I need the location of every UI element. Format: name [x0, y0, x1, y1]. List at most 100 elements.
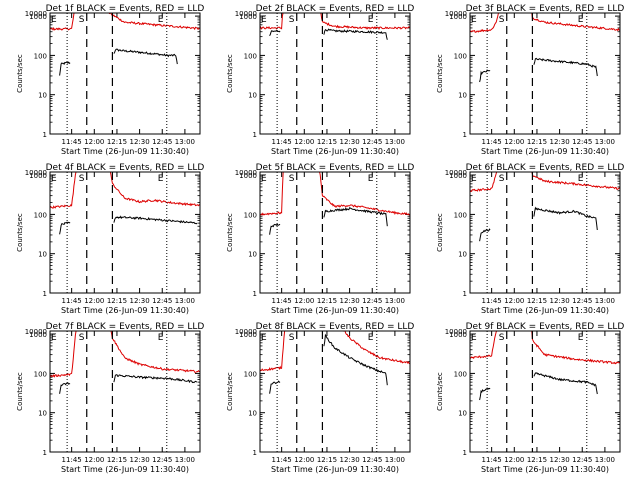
events-series-line — [479, 69, 491, 83]
x-tick-label: 12:00 — [504, 456, 524, 464]
end-marker-label: E — [51, 15, 57, 25]
y-tick-label: 100 — [244, 211, 257, 219]
x-tick-label: 12:45 — [152, 297, 172, 305]
y-tick-label: 10 — [38, 92, 47, 100]
trace-group — [50, 13, 200, 76]
start-marker-label: S — [499, 174, 505, 184]
events-series-line — [59, 382, 71, 394]
y-axis-label: Counts/sec — [226, 372, 234, 411]
lld-series-line — [50, 172, 200, 209]
y-tick-label: 10 — [248, 92, 257, 100]
x-tick-label: 12:30 — [550, 456, 570, 464]
start-marker-label: S — [499, 15, 505, 25]
y-tick-label: 100 — [34, 211, 47, 219]
x-tick-label: 12:00 — [504, 138, 524, 146]
panel-frame — [49, 330, 201, 453]
events-series-line — [113, 374, 198, 384]
x-tick-label: 12:45 — [362, 138, 382, 146]
y-tick-label: 10 — [458, 92, 467, 100]
end-marker-label: E — [158, 15, 164, 25]
y-tick-label: 1000 — [239, 13, 257, 21]
start-marker-label: S — [79, 174, 85, 184]
x-tick-label: 13:00 — [175, 138, 195, 146]
x-tick-label: 12:00 — [84, 138, 104, 146]
panel-title: Det 1f BLACK = Events, RED = LLD — [46, 4, 205, 14]
y-tick-label: 1 — [253, 131, 257, 139]
trace-group — [470, 172, 620, 242]
events-series-line — [479, 228, 491, 242]
panel-frame — [49, 12, 201, 135]
x-tick-label: 13:00 — [385, 456, 405, 464]
x-tick-label: 12:45 — [152, 456, 172, 464]
end-marker-label: E — [578, 333, 584, 343]
trace-group — [50, 172, 200, 235]
x-axis-label: Start Time (26-Jun-09 11:30:40) — [271, 147, 399, 156]
lld-series-line — [470, 13, 620, 33]
y-tick-label: 10 — [458, 251, 467, 259]
trace-group — [470, 331, 620, 401]
x-tick-label: 12:15 — [317, 297, 337, 305]
x-tick-label: 12:45 — [572, 456, 592, 464]
lld-series-line — [260, 172, 410, 216]
x-tick-label: 12:00 — [84, 297, 104, 305]
lld-series-line — [470, 331, 620, 365]
x-axis-label: Start Time (26-Jun-09 11:30:40) — [481, 465, 609, 474]
x-tick-label: 12:15 — [527, 297, 547, 305]
x-tick-label: 11:45 — [62, 456, 82, 464]
events-series-line — [269, 29, 281, 37]
y-tick-label: 1000 — [449, 172, 467, 180]
x-tick-label: 11:45 — [62, 297, 82, 305]
x-tick-label: 13:00 — [595, 297, 615, 305]
events-series-line — [323, 28, 388, 40]
y-tick-label: 10000 — [235, 10, 257, 18]
y-tick-label: 10 — [248, 410, 257, 418]
y-tick-label: 100 — [244, 52, 257, 60]
y-axis-label: Counts/sec — [436, 213, 444, 252]
y-tick-label: 100 — [34, 52, 47, 60]
y-tick-label: 1 — [43, 290, 47, 298]
detector-panel: Det 3f BLACK = Events, RED = LLD Counts/s… — [436, 4, 624, 156]
events-series-line — [479, 387, 491, 401]
x-tick-label: 12:15 — [107, 297, 127, 305]
lld-series-line — [50, 13, 200, 31]
end-marker-label: E — [578, 174, 584, 184]
detector-panel: Det 6f BLACK = Events, RED = LLD Counts/s… — [436, 163, 624, 315]
trace-group — [260, 331, 410, 394]
x-tick-label: 12:15 — [107, 456, 127, 464]
events-series-line — [113, 215, 198, 225]
y-tick-label: 1000 — [449, 331, 467, 339]
x-tick-label: 12:30 — [130, 456, 150, 464]
x-tick-label: 13:00 — [385, 297, 405, 305]
x-axis-label: Start Time (26-Jun-09 11:30:40) — [61, 147, 189, 156]
y-tick-label: 10000 — [25, 328, 47, 336]
y-tick-label: 100 — [454, 211, 467, 219]
end-marker-label: E — [368, 333, 374, 343]
panel-title: Det 7f BLACK = Events, RED = LLD — [46, 322, 205, 332]
detector-panel: Det 1f BLACK = Events, RED = LLD Counts/s… — [16, 4, 204, 156]
end-marker-label: E — [51, 174, 57, 184]
end-marker-label: E — [261, 174, 267, 184]
start-marker-label: S — [79, 15, 85, 25]
y-axis-label: Counts/sec — [16, 372, 24, 411]
x-axis-label: Start Time (26-Jun-09 11:30:40) — [271, 465, 399, 474]
events-series-line — [533, 57, 598, 77]
panel-title: Det 5f BLACK = Events, RED = LLD — [256, 163, 415, 173]
y-tick-label: 1000 — [239, 172, 257, 180]
x-tick-label: 11:45 — [272, 138, 292, 146]
y-tick-label: 1 — [463, 131, 467, 139]
y-axis-label: Counts/sec — [226, 54, 234, 93]
panel-frame — [469, 330, 621, 453]
events-series-line — [323, 333, 388, 386]
x-tick-label: 13:00 — [595, 138, 615, 146]
y-tick-label: 1 — [43, 131, 47, 139]
x-tick-label: 12:45 — [152, 138, 172, 146]
y-tick-label: 100 — [34, 370, 47, 378]
trace-group — [260, 13, 410, 40]
panel-frame — [259, 330, 411, 453]
panel-title: Det 2f BLACK = Events, RED = LLD — [256, 4, 415, 14]
y-tick-label: 10 — [38, 410, 47, 418]
x-axis-label: Start Time (26-Jun-09 11:30:40) — [61, 306, 189, 315]
lld-series-line — [260, 13, 410, 31]
y-tick-label: 1 — [463, 449, 467, 457]
panel-frame — [469, 171, 621, 294]
